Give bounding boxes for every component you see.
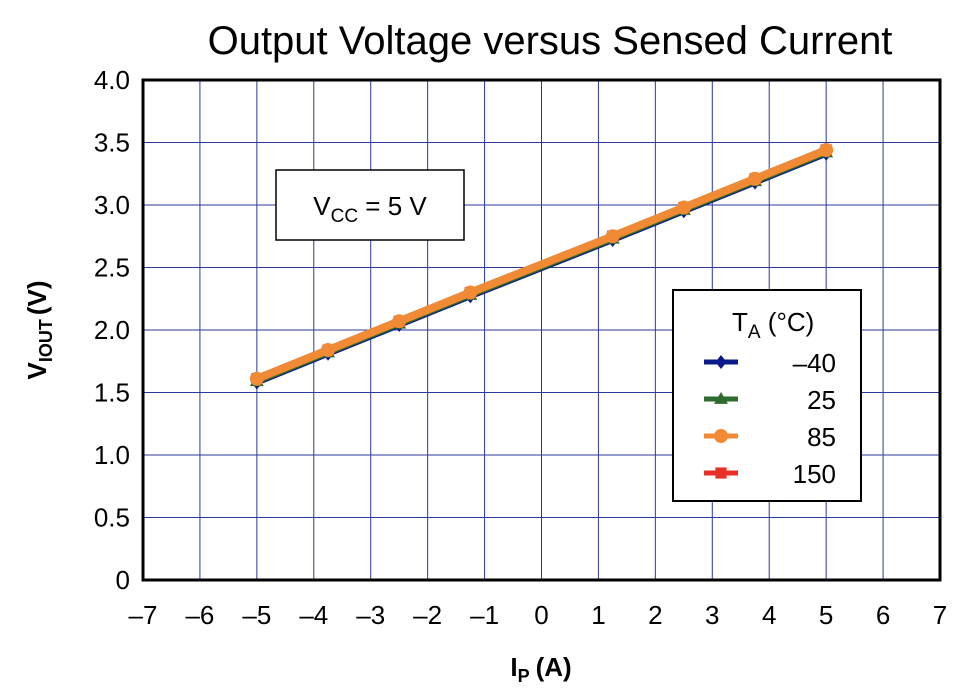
y-tick-label: 1.5	[94, 378, 130, 408]
chart-title: Output Voltage versus Sensed Current	[208, 19, 893, 63]
data-point-circle	[747, 171, 762, 186]
data-point-triangle	[714, 392, 728, 404]
y-tick-label: 4.0	[94, 65, 130, 95]
plot-frame	[141, 78, 942, 582]
series-group	[249, 143, 834, 390]
x-tick-label: –6	[185, 600, 214, 630]
x-tick-label: 7	[933, 600, 947, 630]
x-tick-label: 5	[819, 600, 833, 630]
data-point-circle	[819, 143, 834, 157]
data-point-circle	[605, 229, 620, 244]
data-point-circle	[463, 285, 478, 300]
x-tick-label: 4	[762, 600, 776, 630]
x-tick-label: 3	[705, 600, 719, 630]
legend-item: 150	[704, 459, 836, 489]
legend-label: 85	[807, 422, 836, 452]
x-tick-label: –3	[356, 600, 385, 630]
x-tick-label: –2	[413, 600, 442, 630]
legend-label: –40	[793, 348, 836, 378]
legend-item: 25	[704, 385, 836, 415]
legend-label: 150	[793, 459, 836, 489]
data-point-circle	[321, 343, 336, 357]
data-point-circle	[676, 200, 691, 215]
y-tick-label: 3.0	[94, 190, 130, 220]
y-tick-label: 0	[116, 565, 130, 595]
legend: TA (°C) –40 25 85 150	[672, 289, 862, 502]
y-tick-label: 2.0	[94, 315, 130, 345]
x-tick-label: –7	[129, 600, 158, 630]
x-tick-label: 0	[534, 600, 548, 630]
x-tick-label: –1	[470, 600, 499, 630]
legend-label: 25	[807, 385, 836, 415]
y-tick-label: 2.5	[94, 253, 130, 283]
data-point-diamond	[715, 355, 727, 369]
data-point-circle	[392, 314, 407, 329]
legend-item: –40	[704, 348, 836, 378]
x-ticks: –7 –6 –5 –4 –3 –2 –1 0 1 2 3 4 5 6 7	[129, 600, 948, 630]
legend-title: TA (°C)	[732, 307, 814, 343]
x-tick-label: –4	[299, 600, 328, 630]
y-axis-label: VIOUT(V)	[22, 280, 56, 379]
y-tick-label: 0.5	[94, 503, 130, 533]
y-tick-label: 3.5	[94, 128, 130, 158]
y-tick-label: 1.0	[94, 440, 130, 470]
x-tick-label: 2	[648, 600, 662, 630]
data-point-square	[715, 467, 727, 479]
data-point-circle	[714, 429, 728, 443]
vcc-annotation: VCC = 5 V	[275, 169, 465, 241]
y-ticks: 0 0.5 1.0 1.5 2.0 2.5 3.0 3.5 4.0	[94, 65, 130, 595]
x-tick-label: 6	[876, 600, 890, 630]
x-tick-label: 1	[591, 600, 605, 630]
legend-item: 85	[704, 422, 836, 452]
svg-text:VCC = 5 V: VCC = 5 V	[313, 191, 427, 227]
x-axis-label: IP (A)	[510, 652, 571, 686]
series-line	[255, 146, 828, 383]
x-tick-label: –5	[242, 600, 271, 630]
series-circle	[249, 143, 834, 386]
data-point-circle	[249, 371, 264, 386]
